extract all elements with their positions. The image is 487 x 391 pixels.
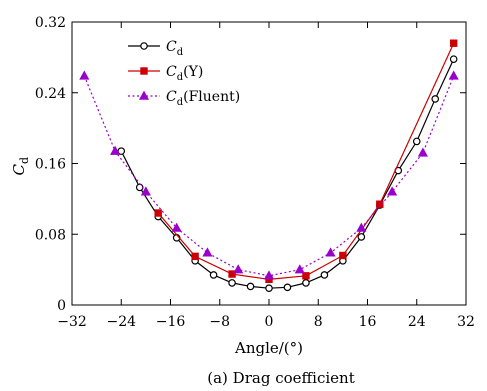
legend-label: Cd: [166, 39, 184, 58]
legend-label-sub: d: [177, 97, 184, 108]
legend-label-main: C: [166, 64, 177, 80]
data-point-triangle: [448, 70, 459, 80]
data-point-triangle: [202, 247, 213, 257]
legend-label: Cd(Y): [166, 64, 203, 83]
data-point-triangle: [110, 145, 121, 155]
data-point-circle: [412, 137, 421, 146]
legend-label-sub: d: [177, 47, 184, 58]
data-point-square: [302, 272, 310, 280]
y-axis-label-sub: d: [18, 157, 31, 164]
data-point-triangle: [294, 264, 305, 274]
chart-caption: (a) Drag coefficient: [207, 369, 354, 387]
data-point-circle: [320, 271, 329, 279]
data-point-circle: [449, 55, 458, 63]
data-point-square: [191, 252, 199, 261]
legend-item: Cd(Y): [128, 64, 203, 83]
legend-item: Cd(Fluent): [128, 89, 240, 108]
data-point-triangle: [233, 264, 244, 274]
legend-item: Cd: [128, 39, 184, 58]
data-point-square: [376, 200, 384, 208]
x-tick-label: −8: [209, 314, 230, 330]
data-point-triangle: [387, 186, 398, 196]
y-tick-label: 0.16: [35, 157, 66, 173]
y-tick-label: 0.24: [35, 86, 66, 102]
x-axis-label: Angle/(°): [234, 339, 303, 357]
legend-label-suffix: (Fluent): [183, 89, 240, 105]
x-tick-label: 16: [359, 314, 377, 330]
data-point-square: [449, 39, 458, 47]
y-axis-label-main: C: [10, 164, 28, 176]
data-point-triangle: [417, 147, 428, 157]
data-point-square: [140, 67, 148, 75]
data-point-circle: [431, 95, 440, 103]
y-tick-label: 0.08: [35, 227, 66, 243]
y-tick-label: 0.32: [35, 15, 66, 31]
data-point-circle: [265, 284, 273, 292]
x-tick-label: −24: [106, 314, 136, 330]
data-point-triangle: [356, 222, 367, 232]
legend-label-main: C: [166, 89, 177, 105]
data-point-triangle: [171, 222, 182, 232]
x-tick-label: −32: [57, 314, 87, 330]
series-layer: [79, 39, 459, 292]
data-point-circle: [140, 42, 148, 50]
data-point-square: [154, 209, 162, 217]
legend-label-sub: d: [177, 72, 184, 83]
plot-frame: [71, 21, 467, 306]
data-point-triangle: [263, 270, 275, 280]
x-tick-label: 24: [408, 314, 426, 330]
axes: −32 −24 −16 −8 0 8 16 24 32 0 0.08 0.16 0.24 0.32 Angl…: [10, 15, 475, 357]
y-axis-label: Cd: [10, 157, 31, 176]
data-point-triangle: [140, 186, 151, 196]
series-line: [83, 75, 455, 277]
data-point-triangle: [79, 70, 90, 80]
x-tick-label: 32: [457, 314, 475, 330]
legend-label: Cd(Fluent): [166, 89, 240, 108]
x-tick-label: −16: [156, 314, 186, 330]
data-point-square: [228, 270, 236, 278]
data-point-circle: [283, 283, 292, 292]
x-tick-label: 8: [314, 314, 323, 330]
x-tick-label: 0: [265, 314, 274, 330]
data-point-circle: [209, 271, 218, 279]
data-point-triangle: [325, 247, 336, 257]
legend-label-main: C: [166, 39, 177, 55]
legend-label-suffix: (Y): [183, 64, 203, 80]
data-point-circle: [302, 279, 310, 287]
y-tick-label: 0: [57, 298, 66, 314]
data-point-square: [339, 251, 347, 260]
data-point-circle: [357, 233, 366, 241]
data-point-circle: [246, 282, 255, 291]
data-point-circle: [228, 279, 236, 287]
series-cd-fluent: [79, 70, 459, 280]
data-point-triangle: [138, 90, 150, 100]
